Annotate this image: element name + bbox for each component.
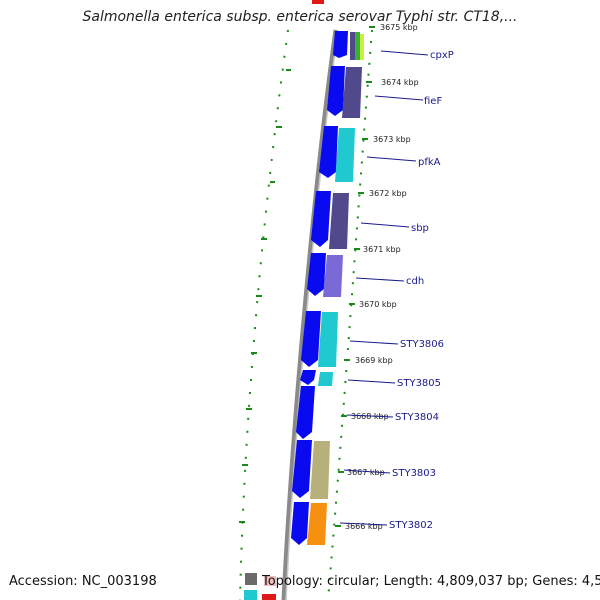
forward-genes: [291, 31, 348, 545]
kbp-labels: 3675 kbp 3674 kbp 3673 kbp 3672 kbp 3671…: [345, 23, 419, 531]
gene-box-fieF: [342, 67, 362, 118]
gene-arrow-10: [291, 502, 309, 545]
reverse-genes: [307, 32, 364, 545]
gene-arrow-1: [333, 31, 348, 58]
kbp-label: 3675 kbp: [380, 23, 418, 32]
map-title: Salmonella enterica subsp. enterica sero…: [82, 9, 518, 25]
gene-label: fieF: [424, 96, 442, 107]
gene-label: STY3803: [392, 468, 436, 479]
gene-box-cpxP-c: [360, 34, 364, 60]
label-leaders: [339, 50, 429, 526]
gene-arrow-2: [327, 66, 345, 116]
outer-scale-dashes: [239, 69, 291, 523]
gene-box-STY3806: [318, 312, 338, 367]
gene-arrow-3: [319, 126, 338, 178]
gene-arrow-6: [301, 311, 321, 367]
gene-label: STY3802: [389, 520, 433, 531]
gene-arrow-9: [292, 440, 312, 498]
gene-box-STY3803: [310, 441, 330, 499]
kbp-label: 3674 kbp: [381, 78, 419, 87]
inner-scale-dashes: [335, 26, 375, 527]
inner-scale-dots: [327, 29, 373, 600]
bottom-fragments: [244, 573, 276, 600]
gene-arrow-7: [300, 370, 316, 385]
kbp-label: 3668 kbp: [351, 412, 389, 421]
kbp-label: 3672 kbp: [369, 189, 407, 198]
gene-label: pfkA: [418, 157, 441, 168]
gene-arrow-5: [307, 253, 326, 296]
gene-box-pfkA: [335, 128, 355, 182]
gene-labels: cpxP fieF pfkA sbp cdh STY3806 STY3805 S…: [389, 50, 454, 531]
kbp-label: 3666 kbp: [345, 522, 383, 531]
gene-label: cdh: [406, 276, 424, 287]
top-red-fragment: [312, 0, 324, 4]
gene-label: sbp: [411, 223, 429, 234]
kbp-label: 3669 kbp: [355, 356, 393, 365]
gene-box-sbp: [329, 193, 349, 249]
topology-text: Topology: circular; Length: 4,809,037 bp…: [262, 574, 600, 589]
gene-label: cpxP: [430, 50, 454, 61]
gene-box-cpxP-b: [355, 32, 360, 60]
kbp-label: 3667 kbp: [347, 468, 385, 477]
gene-box-STY3802: [307, 503, 327, 545]
gene-box-cpxP-a: [350, 32, 355, 60]
accession-text: Accession: NC_003198: [9, 574, 157, 589]
gene-box-cdh: [323, 255, 343, 297]
gene-box-STY3805: [318, 372, 333, 386]
kbp-label: 3670 kbp: [359, 300, 397, 309]
outer-scale-dots: [239, 29, 289, 600]
gene-label: STY3805: [397, 378, 441, 389]
gene-label: STY3804: [395, 412, 439, 423]
kbp-label: 3673 kbp: [373, 135, 411, 144]
gene-label: STY3806: [400, 339, 444, 350]
kbp-label: 3671 kbp: [363, 245, 401, 254]
gene-arrow-8: [296, 386, 315, 439]
backbone-line: [281, 29, 339, 600]
gene-arrow-4: [311, 191, 331, 247]
